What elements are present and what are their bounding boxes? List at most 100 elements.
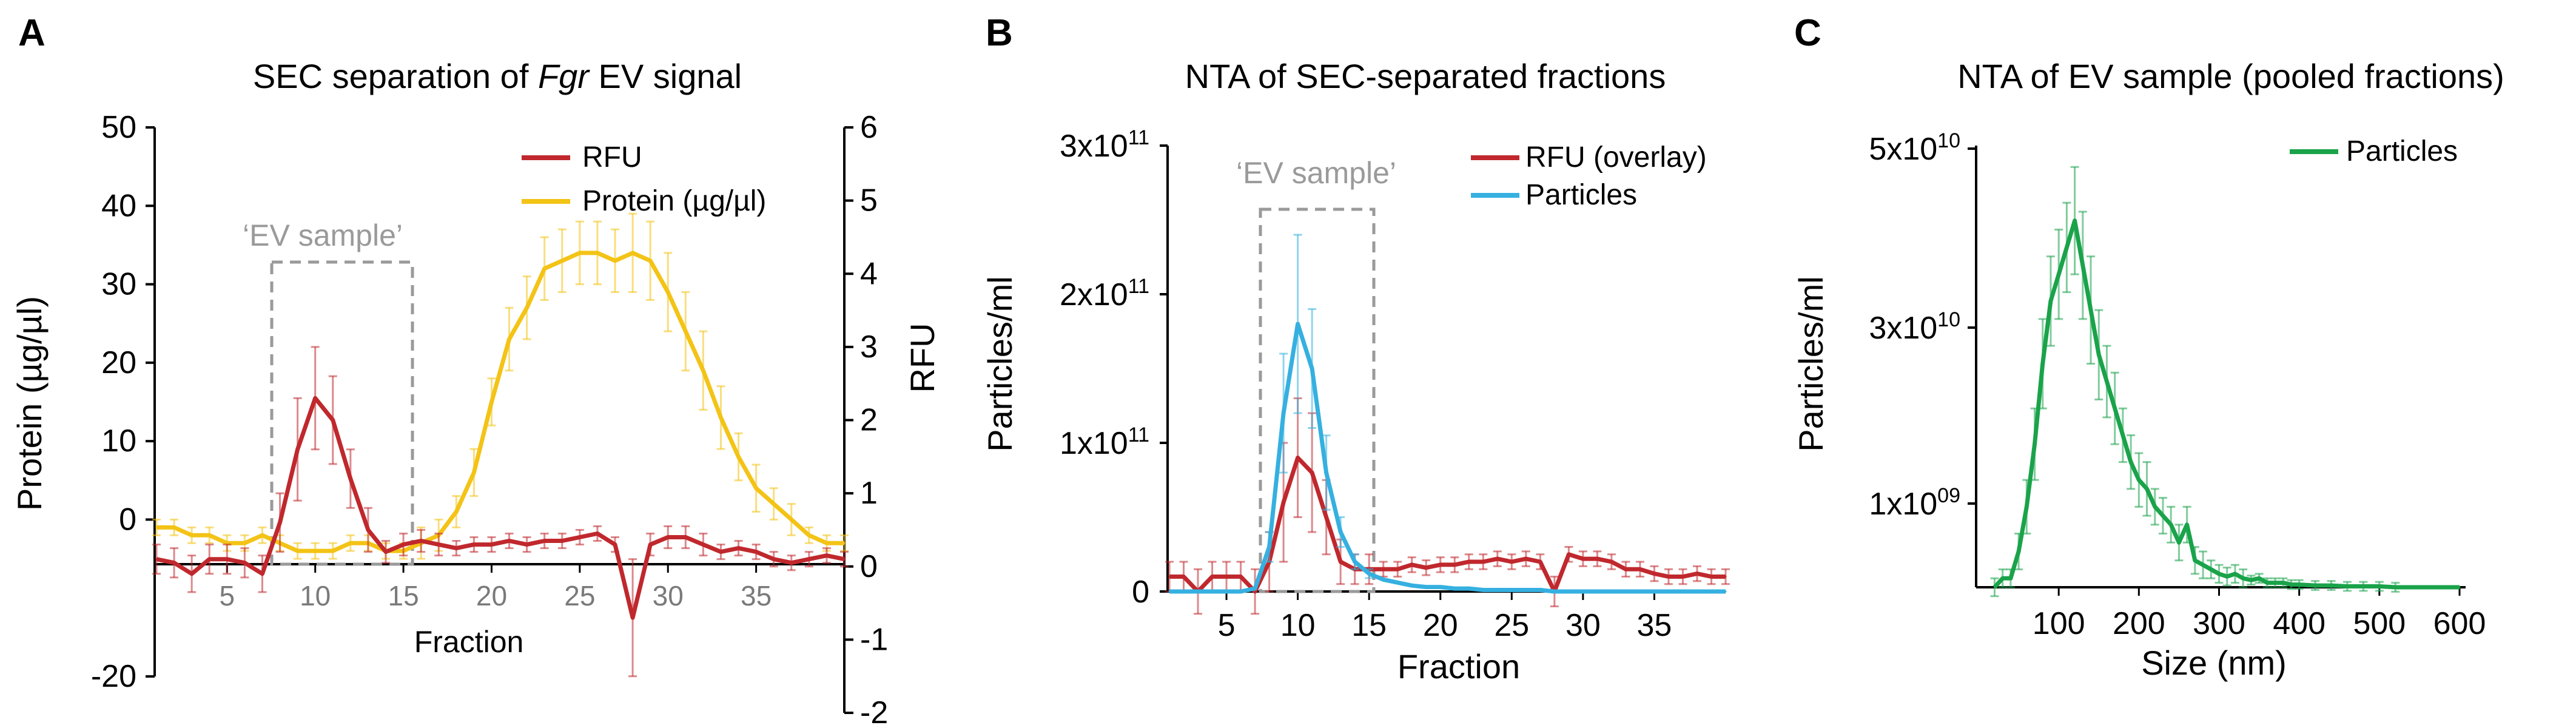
- panel-a-series: [152, 212, 849, 678]
- rfu-series-point: [790, 562, 793, 564]
- rfu-series-point: [561, 540, 563, 542]
- protein-series-point: [843, 542, 846, 544]
- particles-b-series-point: [1696, 590, 1698, 593]
- panel-b-ev-sample-label: ‘EV sample’: [1236, 156, 1396, 190]
- particles-c-series-point: [2314, 584, 2316, 587]
- particles-b-series-point: [1425, 586, 1427, 588]
- panel-c-x-ticks: 100 200 300 400 500 600: [2033, 587, 2486, 641]
- particles-b-series-point: [1339, 531, 1342, 533]
- rfu-overlay-series-point: [1624, 568, 1627, 570]
- particles-c-series-point: [2378, 585, 2381, 588]
- rfu-series-point: [649, 544, 651, 546]
- particles-c-series-point: [2282, 582, 2284, 584]
- rfu-series-point: [843, 558, 846, 561]
- right-tick-label: 5: [860, 183, 878, 218]
- left-tick-label: 10: [101, 423, 136, 459]
- protein-series-point: [243, 542, 246, 544]
- panel-a-ev-sample-label: ‘EV sample’: [243, 218, 403, 252]
- protein-series-point: [631, 252, 634, 254]
- x-tick-label: 35: [1637, 608, 1672, 643]
- rfu-series-point: [314, 397, 317, 399]
- rfu-overlay-series-point: [1382, 568, 1385, 570]
- rfu-overlay-series-point: [1567, 553, 1570, 556]
- protein-series-point: [314, 550, 317, 552]
- panel-b-series: [1165, 234, 1730, 615]
- particles-b-series-point: [1211, 590, 1214, 593]
- rfu-series-line: [156, 396, 845, 620]
- x-tick-label: 25: [564, 580, 595, 612]
- panel-a-letter: A: [18, 12, 45, 54]
- particles-c-series-point: [2114, 407, 2116, 410]
- particles-c-series-point: [2290, 584, 2292, 586]
- particles-c-series-point: [2009, 577, 2012, 579]
- protein-series-point: [472, 471, 475, 474]
- panel-c-axes: [1975, 146, 2466, 588]
- protein-series-point: [719, 416, 722, 419]
- protein-series-point: [755, 487, 758, 490]
- panel-c-letter: C: [1794, 12, 1821, 54]
- panel-b-ylabel: Particles/ml: [981, 276, 1019, 451]
- rfu-overlay-series-point: [1254, 590, 1256, 593]
- protein-series-point: [790, 518, 793, 521]
- particles-c-series-point: [2146, 488, 2148, 490]
- protein-series-point: [526, 306, 528, 309]
- particles-c-series-point: [2034, 443, 2036, 445]
- particles-c-series-point: [2234, 573, 2236, 575]
- x-tick-label: 10: [300, 580, 331, 612]
- x-tick-label: 30: [1565, 608, 1601, 643]
- particles-c-series-point: [2097, 354, 2100, 356]
- rfu-overlay-series-point: [1653, 573, 1655, 575]
- panel-a: A SEC separation of Fgr EV signal RFU Pr…: [10, 12, 941, 728]
- particles-c-series-point: [2226, 575, 2228, 578]
- rfu-series-point: [437, 544, 440, 546]
- rfu-overlay-series-point: [1211, 576, 1214, 578]
- particles-b-series-point: [1396, 581, 1399, 584]
- rfu-series-point: [261, 573, 263, 575]
- right-tick-label: -1: [860, 622, 888, 657]
- rfu-overlay-series-point: [1396, 568, 1399, 570]
- protein-series-point: [773, 503, 775, 505]
- rfu-series-point: [472, 544, 475, 546]
- particles-b-series-point: [1539, 589, 1541, 592]
- rfu-series-point: [402, 544, 405, 546]
- panel-a-left-ticks: 50 40 30 20 10 0 -20: [91, 110, 155, 694]
- rfu-series-point: [526, 544, 528, 546]
- rfu-overlay-series-point: [1710, 576, 1712, 578]
- particles-b-series-point: [1268, 546, 1271, 548]
- particles-c-series-point: [2274, 582, 2276, 584]
- right-tick-label: 2: [860, 403, 878, 438]
- protein-series-point: [332, 550, 334, 552]
- x-tick-label: 500: [2353, 606, 2406, 641]
- protein-series-point: [702, 369, 704, 372]
- rfu-overlay-series-point: [1681, 576, 1684, 578]
- protein-series-point: [808, 534, 810, 536]
- left-tick-label: 50: [101, 110, 136, 145]
- particles-c-series-point: [2130, 461, 2132, 463]
- particles-c-series-point: [2017, 550, 2020, 553]
- protein-series-point: [596, 252, 599, 254]
- particles-c-series-point: [2025, 505, 2028, 508]
- rfu-series-point: [490, 544, 493, 546]
- particles-b-series-point: [1240, 590, 1242, 593]
- particles-c-series-point: [2210, 568, 2212, 571]
- particles-b-series-line: [1169, 322, 1726, 594]
- particles-b-series-point: [1596, 590, 1598, 593]
- y-tick-label: 1x1011: [1060, 423, 1149, 461]
- particles-b-series-point: [1368, 573, 1370, 575]
- particles-c-series-point: [2170, 524, 2172, 526]
- rfu-series-point: [543, 540, 546, 542]
- y-tick-label: 3x1011: [1060, 126, 1149, 164]
- particles-c-series-point: [2074, 220, 2076, 222]
- protein-series-point: [826, 542, 828, 544]
- rfu-series-point: [738, 547, 740, 550]
- rfu-series-point: [719, 551, 722, 553]
- particles-b-series-point: [1681, 590, 1684, 593]
- rfu-series-point: [385, 551, 387, 553]
- x-tick-label: 600: [2433, 606, 2486, 641]
- rfu-series-point: [332, 419, 334, 421]
- x-tick-label: 5: [220, 580, 235, 612]
- right-tick-label: 1: [860, 476, 878, 511]
- rfu-series-point: [455, 547, 457, 550]
- panel-a-ylabel-left: Protein (µg/µl): [10, 296, 49, 511]
- particles-b-series-point: [1567, 590, 1570, 593]
